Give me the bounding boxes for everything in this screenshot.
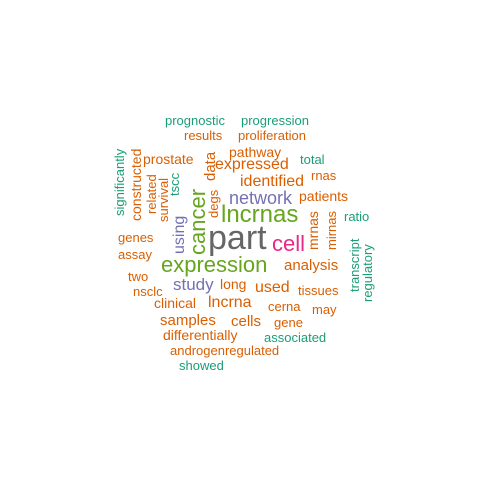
word-may: may [312, 302, 337, 317]
word-regulatory: regulatory [360, 244, 375, 302]
word-showed: showed [179, 358, 224, 373]
word-analysis: analysis [284, 257, 339, 274]
word-genes: genes [118, 230, 154, 245]
word-gene: gene [274, 315, 303, 330]
word-prostate: prostate [143, 151, 194, 167]
word-rnas: rnas [311, 168, 337, 183]
word-total: total [300, 152, 325, 167]
word-part: part [208, 219, 267, 257]
word-cell: cell [272, 231, 306, 256]
word-tscc: tscc [167, 172, 182, 196]
word-mrnas: mrnas [305, 211, 321, 250]
word-clinical: clinical [154, 295, 197, 311]
word-pathway: pathway [229, 144, 282, 160]
word-network: network [229, 188, 293, 208]
word-progression: progression [241, 113, 309, 128]
word-mirnas: mirnas [324, 210, 339, 250]
word-nsclc: nsclc [133, 284, 163, 299]
word-expressed: expressed [215, 156, 289, 173]
word-cerna: cerna [268, 299, 301, 314]
word-cells: cells [231, 313, 262, 330]
word-expression: expression [161, 252, 268, 277]
word-results: results [184, 128, 223, 143]
word-prognostic: prognostic [165, 113, 225, 128]
word-long: long [220, 276, 247, 292]
word-assay: assay [118, 247, 152, 262]
word-study: study [173, 275, 214, 294]
word-data: data [202, 151, 219, 181]
word-androgenregulated: androgenregulated [170, 343, 280, 358]
word-associated: associated [264, 330, 327, 345]
word-significantly: significantly [112, 148, 127, 216]
word-constructed: constructed [128, 148, 144, 221]
word-identified: identified [240, 173, 305, 190]
word-lncrnas: lncrnas [221, 201, 299, 228]
word-proliferation: proliferation [238, 128, 306, 143]
word-patients: patients [299, 188, 349, 204]
word-degs: degs [206, 189, 221, 218]
word-differentially: differentially [163, 327, 238, 343]
word-two: two [128, 269, 149, 284]
word-samples: samples [160, 312, 216, 329]
word-used: used [255, 279, 290, 296]
word-tissues: tissues [298, 283, 339, 298]
word-ratio: ratio [344, 209, 370, 224]
word-lncrna: lncrna [208, 294, 252, 311]
